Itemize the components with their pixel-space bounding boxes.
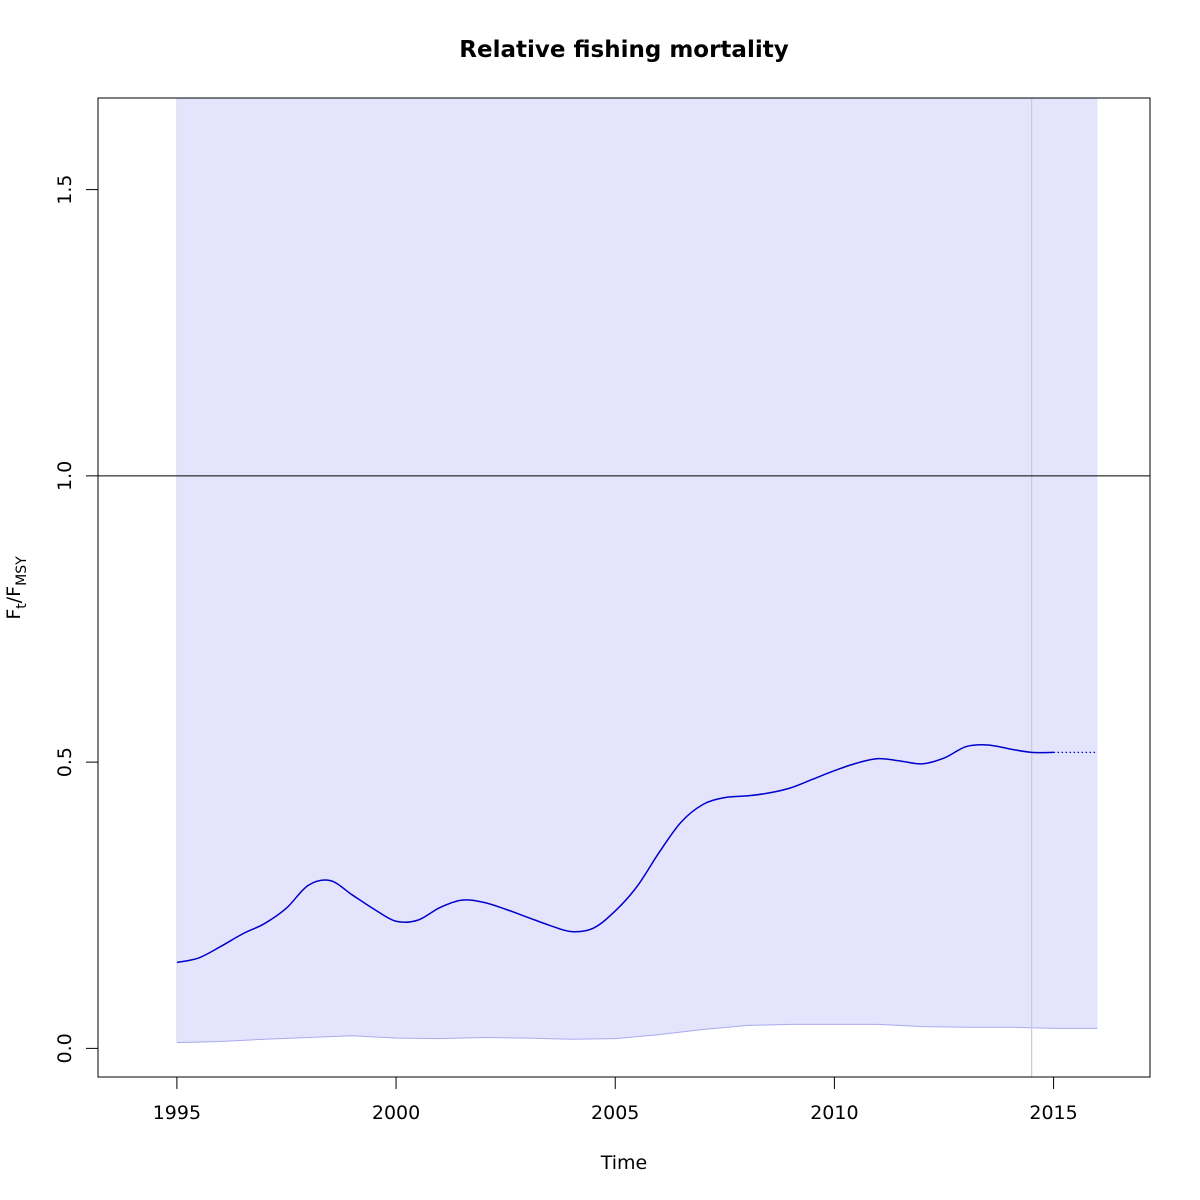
y-tick-label: 1.5 [54, 174, 76, 204]
y-axis-label-sub2: MSY [14, 556, 30, 586]
series-line [176, 743, 1054, 964]
y-tick-label: 0.5 [54, 747, 76, 777]
chart-title: Relative fishing mortality [459, 37, 788, 63]
x-tick-label: 2010 [810, 1102, 858, 1124]
y-axis: 0.0 0.5 1.0 1.5 [54, 174, 99, 1063]
x-axis-label: Time [600, 1152, 648, 1174]
y-tick-label: 1.0 [54, 461, 76, 491]
svg-text:Ft/FMSY: Ft/FMSY [3, 556, 30, 620]
y-tick-label: 0.0 [54, 1033, 76, 1063]
y-axis-label: Ft/FMSY [3, 556, 30, 620]
y-axis-label-sep: /F [3, 586, 25, 603]
x-tick-label: 2005 [591, 1102, 639, 1124]
y-axis-label-main: F [3, 609, 25, 620]
plot-area [98, 98, 1150, 1077]
x-tick-label: 2015 [1029, 1102, 1077, 1124]
x-tick-label: 1995 [153, 1102, 201, 1124]
confidence-band [176, 98, 1098, 1043]
x-tick-label: 2000 [372, 1102, 420, 1124]
x-axis: 1995 2000 2005 2010 2015 [153, 1076, 1078, 1124]
confidence-band-lower-edge [176, 1023, 1098, 1044]
y-axis-label-sub1: t [14, 603, 30, 609]
